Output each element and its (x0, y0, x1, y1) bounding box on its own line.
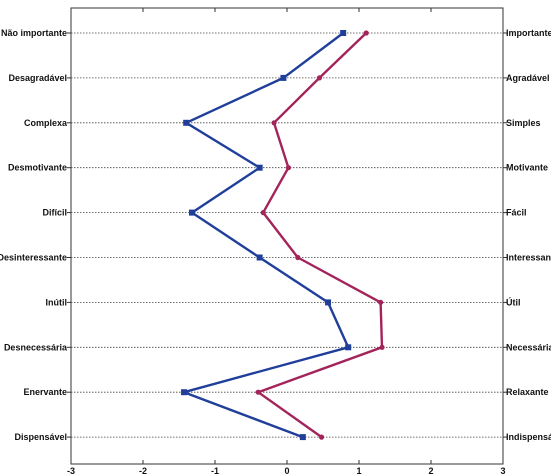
data-point (271, 120, 277, 126)
data-point (325, 299, 332, 306)
left-label: Desmotivante (8, 163, 67, 173)
data-point (340, 30, 347, 36)
right-label: Indispensável (506, 432, 551, 442)
x-tick-label: -3 (67, 466, 75, 474)
right-label: Simples (506, 118, 541, 128)
left-label: Enervante (23, 387, 67, 397)
right-label: Necessária (506, 342, 551, 352)
x-tick-label: 0 (284, 466, 289, 474)
series-1 (255, 30, 385, 440)
x-tick-label: -1 (211, 466, 219, 474)
left-label: Dispensável (14, 432, 67, 442)
left-label: Complexa (24, 118, 68, 128)
x-tick-label: 1 (356, 466, 361, 474)
left-label: Desinteressante (0, 253, 67, 263)
data-point (318, 434, 325, 440)
data-point (255, 389, 261, 395)
data-point (260, 210, 266, 216)
data-point (256, 254, 263, 261)
right-label: Motivante (506, 163, 548, 173)
x-tick-label: 3 (500, 466, 505, 474)
data-point (256, 164, 263, 171)
right-label: Interessante (506, 253, 551, 263)
data-point (181, 389, 188, 396)
right-label: Útil (506, 296, 521, 307)
data-point (345, 344, 352, 351)
x-tick-label: -2 (139, 466, 147, 474)
series-0 (181, 30, 352, 441)
x-tick-label: 2 (428, 466, 433, 474)
left-label: Inútil (46, 297, 68, 307)
left-label: Não importante (1, 28, 67, 38)
left-label: Desagradável (8, 73, 67, 83)
right-label: Importante (506, 28, 551, 38)
data-point (316, 75, 322, 81)
right-label: Fácil (506, 208, 527, 218)
data-point (280, 74, 287, 81)
series-line (182, 32, 350, 439)
right-label: Agradável (506, 73, 550, 83)
data-point (379, 344, 385, 350)
data-point (183, 119, 190, 126)
left-label: Difícil (42, 208, 67, 218)
data-point (363, 30, 369, 36)
series-line (257, 32, 384, 439)
data-point (188, 209, 195, 216)
data-point (299, 434, 306, 441)
left-label: Desnecessária (4, 342, 68, 352)
data-point (378, 299, 384, 305)
right-label: Relaxante (506, 387, 549, 397)
data-point (295, 254, 301, 261)
data-point (285, 165, 292, 171)
